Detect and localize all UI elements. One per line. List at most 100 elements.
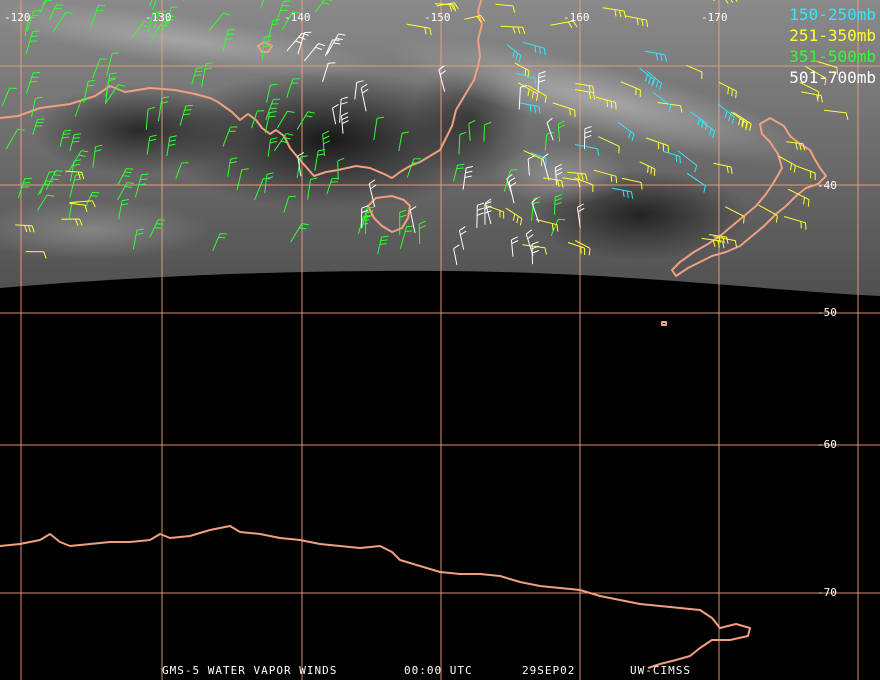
wind-barb (354, 80, 364, 100)
wind-barb (92, 144, 103, 168)
australia-coastline (0, 0, 483, 179)
wind-barb (483, 121, 492, 142)
tasmania-coastline (367, 195, 411, 233)
wind-barb (286, 78, 300, 99)
wind-barb (149, 219, 166, 238)
wind-barb (266, 83, 278, 103)
wind-barb (222, 126, 238, 147)
wind-barb (546, 117, 554, 141)
wind-barb (191, 67, 204, 85)
satellite-imagery (0, 0, 880, 296)
wind-barb (273, 133, 294, 152)
legend-item-501-700mb: 501-700mb (789, 68, 876, 87)
wind-barb (644, 50, 667, 62)
wind-barb (567, 242, 586, 256)
wind-barb (575, 83, 595, 94)
wind-barb (314, 0, 333, 13)
latitude-labels: -40 -50 -60 -70 (817, 179, 837, 599)
wind-barb (562, 177, 581, 188)
wind-barb (663, 150, 681, 164)
wind-barb (575, 89, 596, 100)
wind-barb (324, 39, 340, 57)
wind-barb (758, 204, 778, 223)
wind-barb (69, 133, 82, 152)
wind-barb (166, 135, 177, 157)
wind-barb (322, 130, 331, 157)
wind-barb (686, 172, 706, 193)
wind-barb (25, 251, 47, 259)
lon-label: -170 (701, 11, 728, 24)
wind-barb (25, 30, 40, 55)
wind-barb (535, 219, 559, 232)
wind-barb (37, 194, 55, 211)
wind-barb (267, 19, 280, 40)
new-zealand-coastline (671, 117, 827, 277)
wind-barb (251, 110, 265, 129)
wind-barb (296, 111, 315, 130)
wind-barb (552, 102, 576, 118)
wind-barb (236, 168, 249, 191)
wind-barb (373, 116, 384, 141)
wind-barb (699, 120, 716, 138)
wind-barb (620, 81, 641, 97)
wind-barb (557, 120, 566, 142)
wind-barb (409, 205, 417, 234)
wind-barb (574, 177, 594, 192)
legend-item-150-250mb: 150-250mb (789, 5, 876, 24)
papua-coastline (257, 41, 273, 53)
wind-barb (153, 10, 167, 29)
wind-barb (68, 150, 89, 171)
wind-barb (69, 200, 96, 208)
antarctica-coastline (0, 525, 751, 669)
wind-barb (805, 65, 827, 86)
legend-item-351-500mb: 351-500mb (789, 47, 876, 66)
wind-barb (52, 11, 73, 33)
wind-barb (677, 150, 698, 173)
wind-barb (602, 7, 627, 19)
wind-barb (506, 173, 513, 197)
wind-barb (290, 223, 309, 243)
wind-barb (406, 23, 432, 36)
wind-barb (518, 84, 528, 110)
wind-barb (500, 25, 526, 34)
wind-barb (518, 82, 539, 101)
wind-barb (281, 11, 300, 31)
wind-barb (17, 177, 32, 199)
wind-barb (90, 5, 106, 28)
wind-barb (303, 43, 326, 62)
wind-barb (554, 163, 563, 186)
wind-barb (550, 218, 566, 236)
wind-barb (574, 240, 591, 256)
wind-barb (212, 233, 228, 251)
lon-label: -130 (145, 11, 172, 24)
wind-barb (59, 129, 72, 147)
lat-label: -40 (817, 179, 837, 192)
wind-barb (296, 155, 308, 179)
wind-barb (639, 161, 656, 176)
lat-label: -70 (817, 586, 837, 599)
wind-barb (787, 188, 810, 207)
wind-barb (595, 96, 617, 110)
wind-barb (617, 121, 635, 141)
wind-barb (537, 71, 546, 93)
lat-label: -60 (817, 438, 837, 451)
wind-barb (646, 70, 662, 90)
wind-barb (817, 61, 838, 75)
wind-barb (484, 198, 492, 225)
wind-barb (5, 128, 25, 150)
wind-barb (515, 72, 537, 86)
wind-barb (398, 131, 410, 151)
wind-barb (118, 199, 129, 220)
wind-barb (522, 244, 547, 255)
lon-label: -150 (424, 11, 451, 24)
time-label: 00:00 UTC (404, 664, 473, 677)
wind-barb (824, 109, 849, 120)
wind-barb (322, 62, 336, 83)
wind-barb (377, 235, 389, 255)
wind-barb (468, 120, 476, 141)
wind-barb (283, 195, 296, 213)
wind-barb (15, 224, 35, 233)
lat-label: -50 (817, 306, 837, 319)
wind-barb (286, 32, 309, 52)
wind-barb (783, 216, 807, 230)
